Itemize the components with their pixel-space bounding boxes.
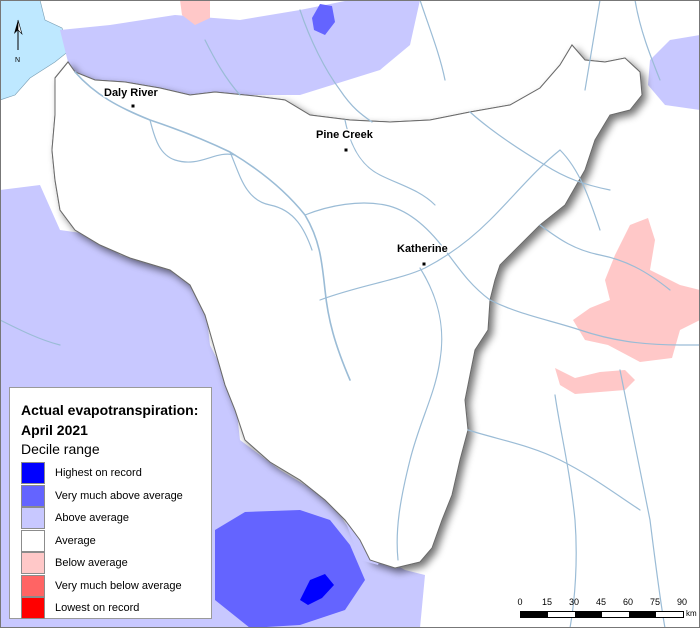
legend-label: Average [55,534,96,547]
town-label-katherine: Katherine [397,243,448,255]
scale-tick-label: 75 [649,597,661,607]
legend-item: Very much below average [21,574,211,598]
below-average-region-top [180,0,210,25]
legend-swatch [21,574,45,597]
town-daly-river: Daly River [103,86,160,109]
legend-title-line1: Actual evapotranspiration: [21,402,199,418]
below-average-region-southeast [555,368,635,394]
legend-item: Lowest on record [21,597,211,620]
scale-unit: km [686,609,697,618]
map-legend: Actual evapotranspiration: April 2021 De… [9,387,212,620]
legend-label: Very much above average [55,489,183,502]
scale-segment [548,612,575,617]
legend-swatch [21,507,45,530]
scale-segment [602,612,629,617]
scale-tick-label: 60 [622,597,634,607]
legend-item: Average [21,529,211,553]
legend-item: Below average [21,552,211,575]
scale-tick-label: 0 [517,597,523,607]
scale-segment [521,612,548,617]
legend-swatch [21,484,45,507]
town-label-daly-river: Daly River [104,87,159,99]
very-much-above-region-south [215,510,365,628]
legend-item: Very much above average [21,484,211,508]
scale-segment [629,612,656,617]
town-marker [421,261,427,267]
north-arrow-label: N [15,57,20,64]
legend-swatch [21,597,45,620]
scale-bar: 0 15 30 45 60 75 90 km [517,597,697,621]
town-marker [343,147,349,153]
above-average-region-northeast [648,35,700,110]
very-much-above-region-north [312,4,335,35]
town-katherine: Katherine [396,242,449,267]
town-pine-creek: Pine Creek [315,128,375,153]
town-marker [130,103,136,109]
legend-title-line2: April 2021 [21,422,88,438]
legend-label: Below average [55,557,128,570]
scale-tick-label: 90 [676,597,688,607]
scale-ticks: 0 15 30 45 60 75 90 [517,597,690,609]
scale-tick-label: 45 [595,597,607,607]
highest-region-south [300,574,334,605]
legend-item: Highest on record [21,462,211,485]
north-arrow-icon: N [14,19,23,64]
legend-item: Above average [21,507,211,530]
legend-items: Highest on record Very much above average… [21,462,211,620]
legend-label: Above average [55,512,129,525]
scale-segment [656,612,683,617]
legend-subtitle: Decile range [21,441,100,457]
town-label-pine-creek: Pine Creek [316,129,374,141]
legend-swatch [21,529,45,552]
scale-tick-label: 30 [568,597,580,607]
legend-swatch [21,462,45,485]
scale-segments [520,611,684,618]
scale-tick-label: 15 [541,597,553,607]
legend-label: Lowest on record [55,602,140,615]
legend-label: Very much below average [55,579,182,592]
legend-swatch [21,552,45,575]
below-average-region-east [573,218,700,362]
scale-segment [575,612,602,617]
legend-label: Highest on record [55,467,142,480]
